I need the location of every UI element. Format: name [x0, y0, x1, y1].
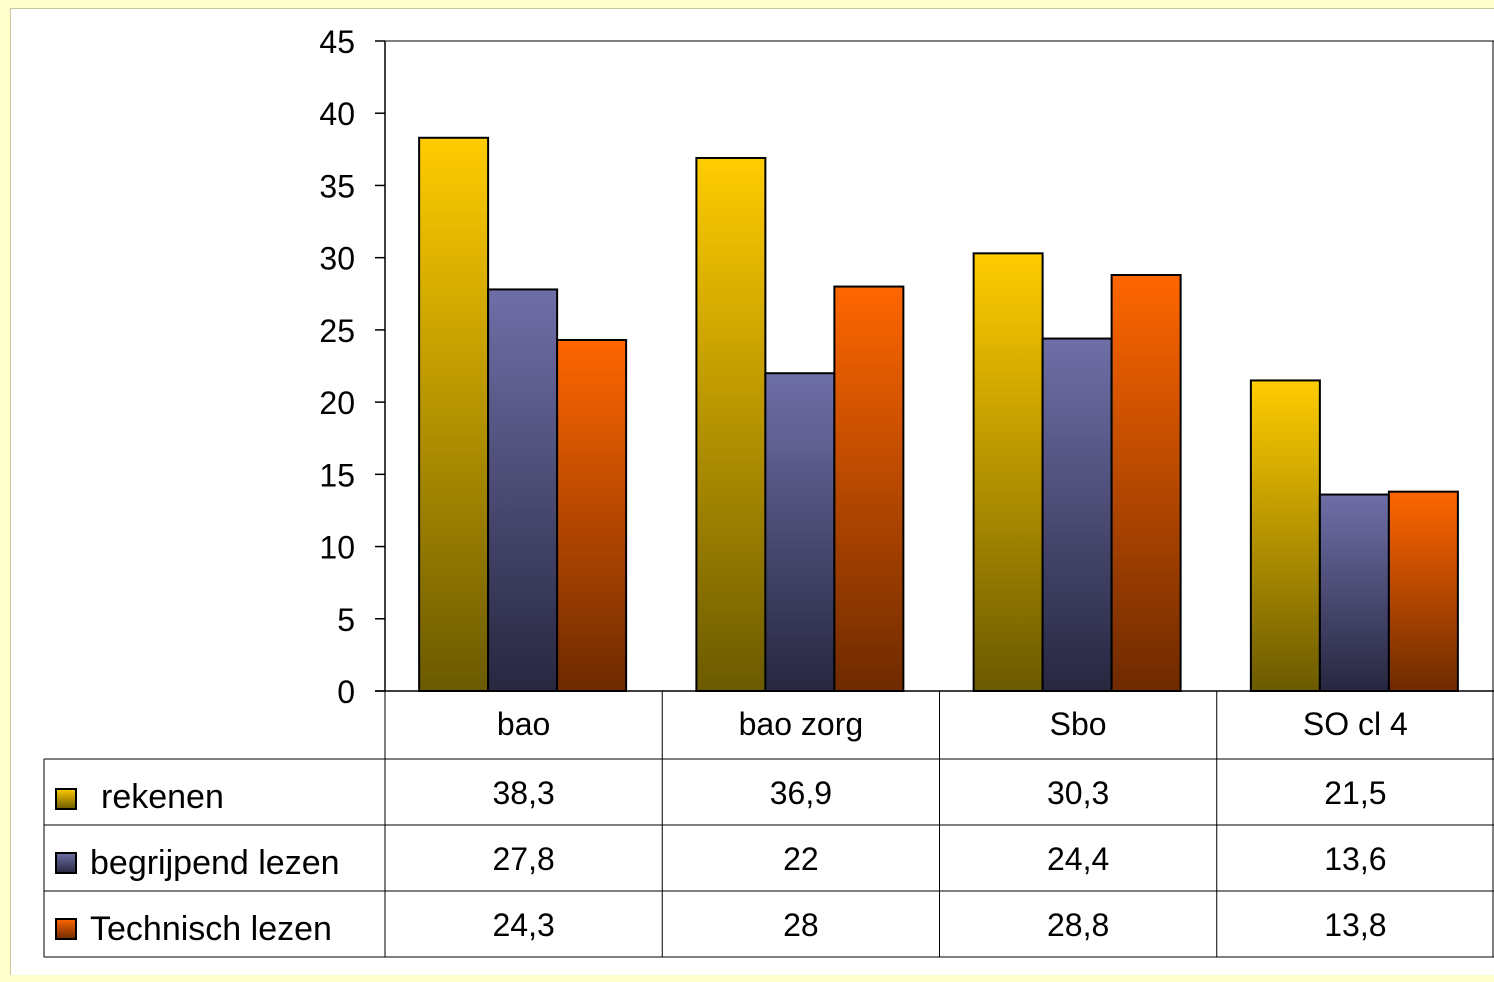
bar-technisch-lezen-bao-zorg: [833, 285, 905, 692]
bar-begrijpend-lezen-sbo: [1041, 337, 1113, 692]
bar-rekenen-so-cl-4: [1249, 379, 1321, 692]
legend-key-rekenen: [55, 788, 77, 810]
bar-rekenen-bao: [418, 136, 490, 692]
data-label-rekenen-so-cl-4: 21,5: [1324, 775, 1386, 811]
bar-rekenen-sbo: [972, 252, 1044, 692]
data-label-technisch-lezen-bao-zorg: 28: [783, 907, 819, 943]
legend-key-begrijpend-lezen: [55, 852, 77, 874]
y-tick-label-10: 10: [319, 530, 355, 566]
data-label-technisch-lezen-bao: 24,3: [492, 907, 554, 943]
y-tick-label-20: 20: [319, 385, 355, 421]
bar-begrijpend-lezen-bao: [487, 288, 559, 692]
y-tick-label-15: 15: [319, 457, 355, 493]
data-label-begrijpend-lezen-bao-zorg: 22: [783, 841, 819, 877]
bar-begrijpend-lezen-bao-zorg: [764, 372, 836, 692]
bar-technisch-lezen-bao: [556, 339, 628, 692]
y-tick-label-0: 0: [337, 674, 355, 710]
y-tick-label-35: 35: [319, 168, 355, 204]
bar-rekenen-bao-zorg: [695, 157, 767, 692]
legend-label-begrijpend-lezen: begrijpend lezen: [90, 844, 340, 882]
x-category-label-sbo: Sbo: [1050, 706, 1107, 742]
data-label-begrijpend-lezen-bao: 27,8: [492, 841, 554, 877]
x-category-label-bao-zorg: bao zorg: [739, 706, 864, 742]
data-label-technisch-lezen-so-cl-4: 13,8: [1324, 907, 1386, 943]
legend-label-technisch-lezen: Technisch lezen: [90, 910, 332, 948]
legend-key-technisch-lezen: [55, 918, 77, 940]
y-tick-label-25: 25: [319, 313, 355, 349]
y-tick-label-40: 40: [319, 96, 355, 132]
x-category-label-bao: bao: [497, 706, 550, 742]
data-label-rekenen-bao-zorg: 36,9: [770, 775, 832, 811]
bar-begrijpend-lezen-so-cl-4: [1318, 493, 1390, 692]
data-label-begrijpend-lezen-so-cl-4: 13,6: [1324, 841, 1386, 877]
y-tick-label-5: 5: [337, 602, 355, 638]
data-label-rekenen-sbo: 30,3: [1047, 775, 1109, 811]
data-label-rekenen-bao: 38,3: [492, 775, 554, 811]
y-tick-label-30: 30: [319, 241, 355, 277]
x-category-label-so-cl-4: SO cl 4: [1303, 706, 1408, 742]
bar-technisch-lezen-sbo: [1110, 274, 1182, 692]
data-label-begrijpend-lezen-sbo: 24,4: [1047, 841, 1109, 877]
data-label-technisch-lezen-sbo: 28,8: [1047, 907, 1109, 943]
y-tick-label-45: 45: [319, 24, 355, 60]
legend-label-rekenen: rekenen: [101, 778, 224, 816]
bar-technisch-lezen-so-cl-4: [1387, 490, 1459, 692]
